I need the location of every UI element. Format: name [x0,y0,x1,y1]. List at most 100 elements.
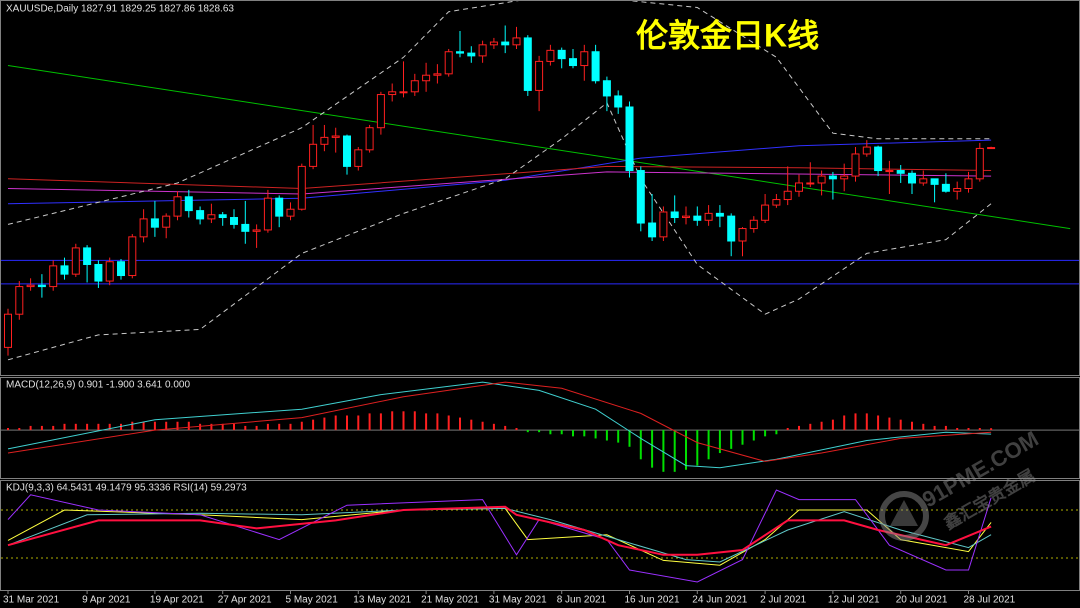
candle-body [908,172,916,184]
candle-body [501,41,510,46]
panel-layer [1,1,1079,361]
x-tick-label: 21 May 2021 [421,595,479,606]
candle-body [354,149,363,167]
candle-body [26,284,35,288]
candle-body [241,223,250,232]
candle-body [478,44,487,57]
candle-body [535,60,544,91]
candle-body [207,214,216,220]
candle-body [704,212,713,221]
candle-body [580,51,589,67]
candle-body [15,286,24,315]
candle-body [987,147,996,150]
candle-body [275,197,284,217]
candle-body [343,135,351,167]
candle-body [569,58,577,67]
indicator-line [7,165,992,190]
candle-body [433,73,442,76]
candle-body [693,215,702,221]
candle-body [817,175,826,184]
candle-body [614,95,623,108]
candle-body [953,188,962,192]
candle-body [772,199,781,206]
candle-body [851,153,860,177]
candle-body [376,94,385,129]
chart-title: 伦敦金日K线 [636,17,819,53]
candle-body [388,91,397,96]
candle-body [150,218,159,228]
candle-body [196,210,205,220]
candle-body [71,247,80,275]
indicator-line [7,171,992,195]
watermark-logo-mark [890,500,918,526]
candle-body [184,196,193,212]
x-tick-label: 31 Mar 2021 [3,595,60,606]
candle-body [546,49,555,62]
candle-body [173,196,182,217]
panel-layer [1,381,1079,472]
candle-body [456,51,464,54]
indicator-line [7,1,992,225]
watermark-logo [879,491,929,541]
candle-body [874,146,883,172]
x-tick-label: 8 Jun 2021 [557,595,607,606]
candle-body [964,178,973,190]
candle-body [659,211,668,238]
indicator-line [7,65,1071,230]
candle-body [738,228,747,242]
candle-body [557,49,566,60]
candle-body [105,261,114,282]
x-tick-label: 28 Jul 2021 [964,595,1016,606]
candle-body [263,197,272,231]
candle-body [840,175,849,180]
candle-body [783,190,792,201]
candle-body [4,313,12,348]
candle-body [682,215,690,219]
candle-body [252,229,261,232]
candle-body [422,74,431,82]
candle-body [761,204,770,221]
candle-body [930,178,939,185]
candle-body [806,182,815,185]
candle-body [749,219,758,230]
candle-body [286,208,295,217]
x-tick-label: 27 Apr 2021 [218,595,272,606]
x-tick-label: 12 Jul 2021 [828,595,880,606]
indicator-line [7,381,992,462]
candle-body [467,52,476,57]
indicator-line [7,489,992,583]
candle-body [399,91,408,94]
candle-body [49,265,58,288]
candle-body [885,170,894,173]
candle-body [297,165,306,210]
candle-body [218,214,227,219]
x-tick-label: 20 Jul 2021 [896,595,948,606]
candle-body [896,170,905,174]
candle-body [139,218,148,238]
candle-body [602,80,611,97]
candle-body [128,236,137,277]
candle-body [862,146,871,155]
candle-body [94,263,103,282]
candle-body [410,80,419,93]
x-tick-label: 13 May 2021 [353,595,411,606]
candle-body [60,265,69,275]
x-tick-label: 31 May 2021 [489,595,547,606]
indicator-line [7,505,992,556]
candle-body [117,261,125,277]
candle-body [648,222,657,238]
candle-body [828,175,837,180]
candle-body [320,136,329,145]
candle-body [331,135,340,138]
candle-body [670,211,679,219]
candle-body [444,51,453,75]
candle-body [37,284,46,288]
x-tick-label: 16 Jun 2021 [625,595,680,606]
candle-body [309,143,318,167]
candle-body [162,215,171,228]
macd-header: MACD(12,26,9) 0.901 -1.900 3.641 0.000 [6,380,190,391]
candle-body [941,183,950,192]
